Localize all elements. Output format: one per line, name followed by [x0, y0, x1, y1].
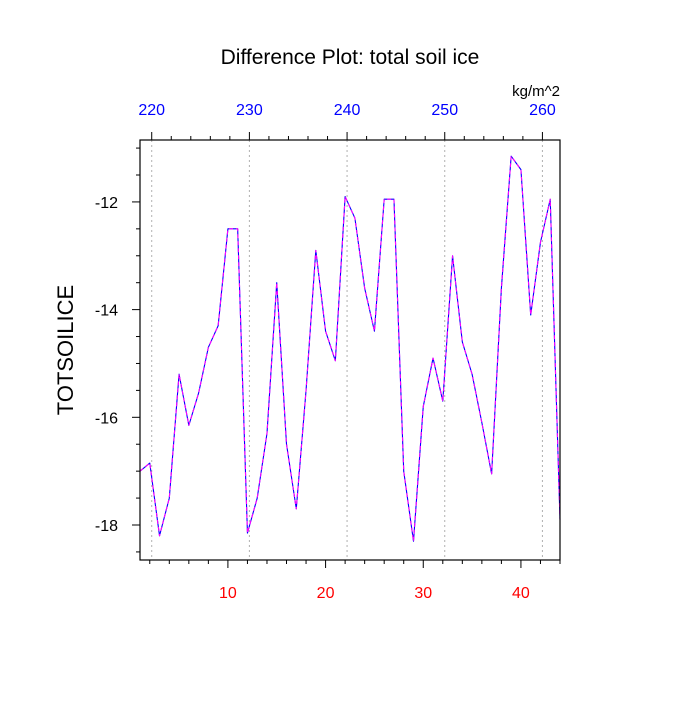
y-tick-label: -14: [95, 303, 118, 320]
top-x-tick-label: 240: [334, 102, 361, 119]
y-tick-label: -12: [95, 195, 118, 212]
y-tick-label: -16: [95, 410, 118, 427]
axes: 10 20 30 40 220 230 240 250 260 -18 -16 -14 -12: [95, 102, 561, 602]
y-axis-label: TOTSOILICE: [53, 285, 78, 415]
series-layer: [139, 155, 561, 542]
series-line: [139, 155, 561, 542]
x-tick-label: 20: [317, 585, 335, 602]
y-tick-label: -18: [95, 518, 118, 535]
top-x-tick-label: 220: [138, 102, 165, 119]
chart-title: Difference Plot: total soil ice: [221, 46, 480, 69]
top-x-tick-label: 250: [431, 102, 458, 119]
plot-frame: [139, 139, 561, 561]
top-x-tick-label: 260: [529, 102, 556, 119]
x-tick-label: 40: [512, 585, 530, 602]
series-line-overlay: [139, 155, 561, 542]
x-tick-label: 10: [219, 585, 237, 602]
x-tick-label: 30: [414, 585, 432, 602]
units-label: kg/m^2: [512, 83, 560, 100]
vertical-grid: [151, 140, 543, 560]
top-x-tick-label: 230: [236, 102, 263, 119]
